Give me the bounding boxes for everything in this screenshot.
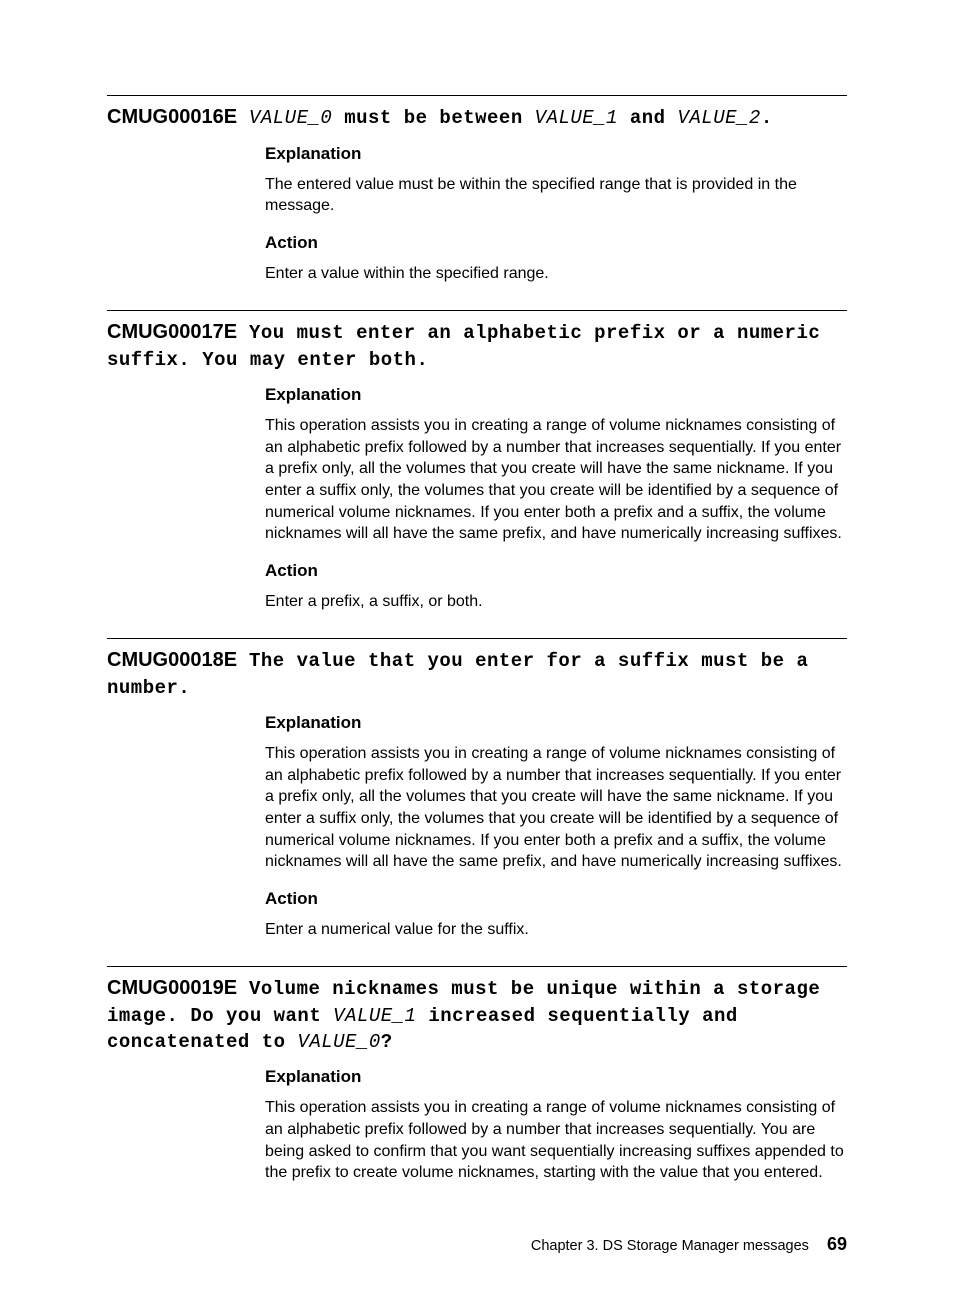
section-label: Explanation <box>265 385 847 405</box>
section-body: This operation assists you in creating a… <box>265 743 847 873</box>
message-title: CMUG00018E The value that you enter for … <box>107 647 847 701</box>
message-code: CMUG00017E <box>107 321 237 343</box>
message-code: CMUG00016E <box>107 106 237 128</box>
message-entry: CMUG00016E VALUE_0 must be between VALUE… <box>107 95 847 284</box>
footer-chapter: Chapter 3. DS Storage Manager messages <box>531 1238 809 1254</box>
message-section: Action Enter a value within the specified… <box>265 233 847 285</box>
page-footer: Chapter 3. DS Storage Manager messages 6… <box>107 1234 847 1255</box>
message-entry: CMUG00018E The value that you enter for … <box>107 638 847 940</box>
section-body: Enter a prefix, a suffix, or both. <box>265 591 847 613</box>
message-code: CMUG00018E <box>107 649 237 671</box>
section-label: Explanation <box>265 1067 847 1087</box>
message-section: Action Enter a prefix, a suffix, or both. <box>265 561 847 613</box>
section-label: Action <box>265 561 847 581</box>
document-page: CMUG00016E VALUE_0 must be between VALUE… <box>107 95 847 1184</box>
message-title: CMUG00019E Volume nicknames must be uniq… <box>107 975 847 1055</box>
section-body: This operation assists you in creating a… <box>265 415 847 545</box>
message-section: Explanation The entered value must be wit… <box>265 144 847 217</box>
message-entry: CMUG00017E You must enter an alphabetic … <box>107 310 847 612</box>
section-label: Explanation <box>265 713 847 733</box>
message-section: Action Enter a numerical value for the su… <box>265 889 847 941</box>
section-body: This operation assists you in creating a… <box>265 1097 847 1183</box>
section-label: Explanation <box>265 144 847 164</box>
message-entry: CMUG00019E Volume nicknames must be uniq… <box>107 966 847 1183</box>
section-body: The entered value must be within the spe… <box>265 174 847 217</box>
message-title: CMUG00017E You must enter an alphabetic … <box>107 319 847 373</box>
message-section: Explanation This operation assists you in… <box>265 385 847 545</box>
section-label: Action <box>265 889 847 909</box>
footer-page-number: 69 <box>827 1234 847 1254</box>
message-section: Explanation This operation assists you in… <box>265 713 847 873</box>
message-section: Explanation This operation assists you in… <box>265 1067 847 1183</box>
section-label: Action <box>265 233 847 253</box>
section-body: Enter a numerical value for the suffix. <box>265 919 847 941</box>
section-body: Enter a value within the specified range… <box>265 263 847 285</box>
message-code: CMUG00019E <box>107 977 237 999</box>
message-title: CMUG00016E VALUE_0 must be between VALUE… <box>107 104 847 132</box>
